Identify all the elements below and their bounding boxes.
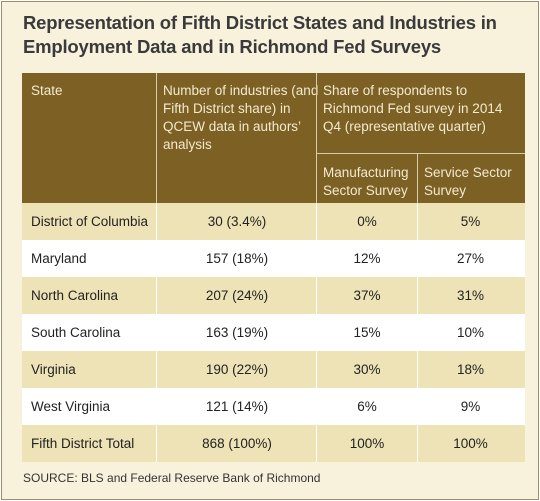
- cell-state: Fifth District Total: [31, 436, 135, 451]
- cell-industries: 121 (14%): [205, 399, 269, 414]
- cell-state: North Carolina: [31, 288, 119, 303]
- cell-service: 100%: [453, 436, 488, 451]
- table-row: West Virginia 121 (14%) 6% 9%: [22, 388, 525, 425]
- cell-service: 27%: [456, 251, 485, 266]
- header-divider: [317, 153, 525, 154]
- cell-manufacturing: 0%: [357, 214, 377, 229]
- cell-industries: 190 (22%): [205, 362, 269, 377]
- cell-service: 5%: [460, 214, 481, 229]
- data-table: State Number of industries (and Fifth Di…: [22, 73, 525, 462]
- table-header: State Number of industries (and Fifth Di…: [22, 73, 525, 203]
- cell-state: West Virginia: [31, 399, 111, 414]
- cell-state: Maryland: [31, 251, 87, 266]
- cell-industries: 207 (24%): [205, 288, 269, 303]
- header-industries: Number of industries (and Fifth District…: [163, 83, 319, 152]
- cell-service: 9%: [460, 399, 481, 414]
- cell-state: District of Columbia: [31, 214, 149, 229]
- column-divider: [156, 203, 157, 462]
- cell-manufacturing: 12%: [353, 251, 381, 266]
- cell-service: 18%: [456, 362, 485, 377]
- cell-manufacturing: 15%: [353, 325, 381, 340]
- cell-service: 10%: [456, 325, 485, 340]
- cell-manufacturing: 37%: [353, 288, 381, 303]
- header-divider: [156, 73, 157, 203]
- table-row: North Carolina 207 (24%) 37% 31%: [22, 277, 525, 314]
- column-divider: [417, 203, 418, 462]
- table-title: Representation of Fifth District States …: [23, 12, 497, 57]
- table-row: Virginia 190 (22%) 30% 18%: [22, 351, 525, 388]
- cell-service: 31%: [456, 288, 485, 303]
- cell-industries: 157 (18%): [205, 251, 269, 266]
- header-manufacturing: Manufacturing Sector Survey: [323, 165, 409, 198]
- cell-manufacturing: 100%: [349, 436, 385, 451]
- cell-manufacturing: 30%: [353, 362, 381, 377]
- header-divider: [316, 73, 317, 203]
- cell-state: South Carolina: [31, 325, 121, 340]
- header-state: State: [31, 83, 63, 98]
- cell-industries: 868 (100%): [202, 436, 272, 451]
- column-divider: [316, 203, 317, 462]
- table-row-total: Fifth District Total 868 (100%) 100% 100…: [22, 425, 525, 462]
- header-divider: [417, 153, 418, 203]
- cell-manufacturing: 6%: [357, 399, 377, 414]
- table-row: South Carolina 163 (19%) 15% 10%: [22, 314, 525, 351]
- cell-industries: 30 (3.4%): [207, 214, 267, 229]
- source-note: SOURCE: BLS and Federal Reserve Bank of …: [23, 471, 321, 485]
- header-share-respondents: Share of respondents to Richmond Fed sur…: [323, 83, 503, 134]
- table-row: District of Columbia 30 (3.4%) 0% 5%: [22, 203, 525, 240]
- table-row: Maryland 157 (18%) 12% 27%: [22, 240, 525, 277]
- cell-industries: 163 (19%): [205, 325, 269, 340]
- header-service: Service Sector Survey: [424, 165, 512, 198]
- cell-state: Virginia: [31, 362, 76, 377]
